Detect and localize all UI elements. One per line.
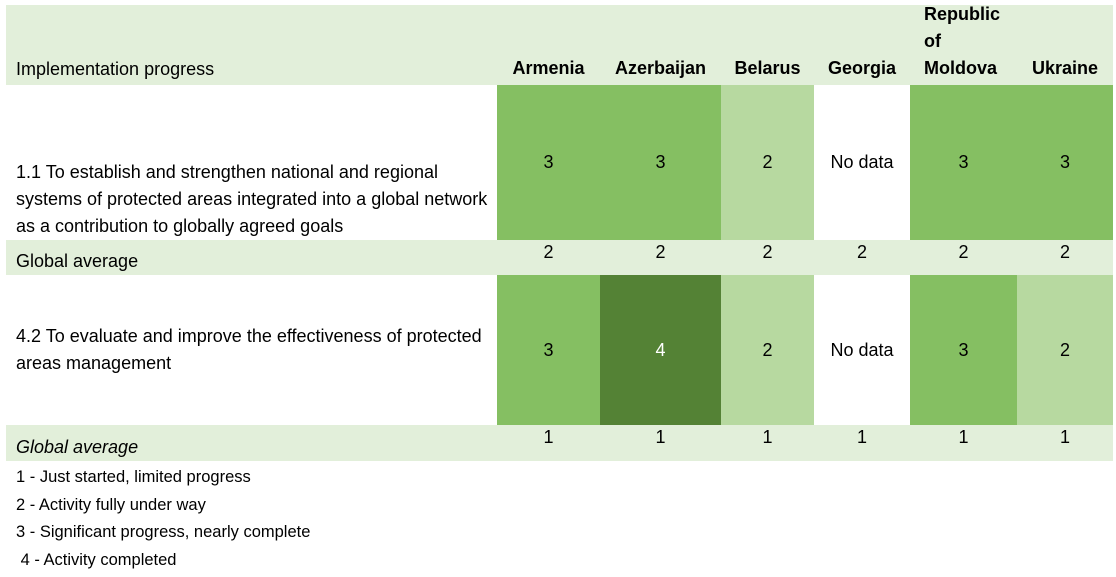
cell-value-r2-belarus: 2 xyxy=(762,339,773,360)
legend-item-2: 2 - Activity fully under way xyxy=(16,495,206,514)
cell-value-r3-republic-of-moldova: 1 xyxy=(958,426,969,447)
cell-fill-r2-azerbaijan xyxy=(600,275,721,425)
column-header-moldova-text: Republic of Moldova xyxy=(924,4,1001,78)
cell-value-r2-armenia: 3 xyxy=(543,339,554,360)
cell-value-r1-armenia: 2 xyxy=(543,241,554,262)
cell-fill-r0-azerbaijan xyxy=(600,85,721,240)
column-header-republic-of-moldova: Republic of Moldova xyxy=(924,4,1014,85)
cell-fill-r2-armenia xyxy=(497,275,600,425)
cell-value-r0-ukraine: 3 xyxy=(1059,152,1070,172)
cell-fill-r0-georgia xyxy=(814,85,910,240)
global-average-band-1 xyxy=(6,240,1113,275)
legend-item-4: 4 - Activity completed xyxy=(16,550,177,569)
column-header-azerbaijan: Azerbaijan xyxy=(614,58,707,78)
cell-value-r2-azerbaijan: 4 xyxy=(655,339,666,360)
column-header-armenia: Armenia xyxy=(512,58,585,78)
header-band xyxy=(6,5,1113,85)
cell-fill-r0-belarus xyxy=(721,85,814,240)
row-label-goal-4-2: 4.2 To evaluate and improve the effectiv… xyxy=(16,326,482,373)
cell-value-r1-georgia: 2 xyxy=(856,241,867,262)
cell-value-r2-georgia: No data xyxy=(830,339,894,360)
cell-fill-r0-republic-of-moldova xyxy=(910,85,1017,240)
cell-value-r0-armenia: 3 xyxy=(543,152,554,172)
column-header-belarus: Belarus xyxy=(734,58,801,78)
progress-table: Implementation progress Armenia Azerbaij… xyxy=(6,4,1113,461)
cell-value-r3-ukraine: 1 xyxy=(1059,426,1070,447)
cell-value-r0-republic-of-moldova: 3 xyxy=(958,152,969,172)
legend-item-3: 3 - Significant progress, nearly complet… xyxy=(16,523,311,541)
cell-fill-r2-ukraine xyxy=(1017,275,1113,425)
row-label-global-average-1: Global average xyxy=(16,251,139,271)
row-label-goal-1-1: 1.1 To establish and strengthen national… xyxy=(16,162,488,236)
cell-value-r0-georgia: No data xyxy=(830,152,894,172)
cell-value-r0-belarus: 2 xyxy=(762,152,773,172)
cell-value-r2-ukraine: 2 xyxy=(1059,339,1070,360)
cell-value-r1-republic-of-moldova: 2 xyxy=(958,241,969,262)
table-title: Implementation progress xyxy=(16,59,215,79)
cell-fill-r0-ukraine xyxy=(1017,85,1113,240)
cell-value-r1-ukraine: 2 xyxy=(1059,241,1070,262)
cell-value-r3-belarus: 1 xyxy=(762,426,773,447)
cell-fill-r2-republic-of-moldova xyxy=(910,275,1017,425)
cell-value-r3-azerbaijan: 1 xyxy=(655,426,666,447)
row-label-global-average-2: Global average xyxy=(16,437,139,457)
column-header-georgia: Georgia xyxy=(827,58,897,78)
cell-value-r2-republic-of-moldova: 3 xyxy=(958,339,969,360)
cell-value-r1-belarus: 2 xyxy=(762,241,773,262)
cell-fill-r2-belarus xyxy=(721,275,814,425)
global-average-band-2 xyxy=(6,425,1113,461)
cell-value-r3-armenia: 1 xyxy=(543,426,554,447)
column-header-ukraine: Ukraine xyxy=(1031,58,1099,78)
cell-fill-r0-armenia xyxy=(497,85,600,240)
legend: 1 - Just started, limited progress 2 - A… xyxy=(16,464,310,574)
cell-value-r1-azerbaijan: 2 xyxy=(655,241,666,262)
cell-value-r0-azerbaijan: 3 xyxy=(655,152,666,172)
cell-fill-r2-georgia xyxy=(814,275,910,425)
legend-item-1: 1 - Just started, limited progress xyxy=(16,468,251,486)
cell-value-r3-georgia: 1 xyxy=(856,426,867,447)
